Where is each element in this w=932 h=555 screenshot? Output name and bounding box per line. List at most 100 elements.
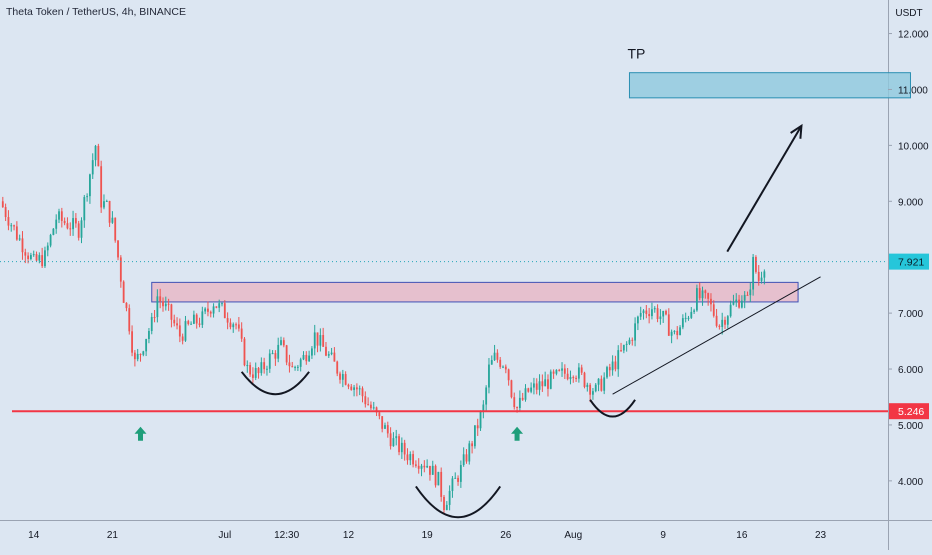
candle-body [218, 303, 221, 308]
candle-body [181, 336, 184, 341]
candle-body [533, 383, 535, 388]
pattern-arc[interactable] [415, 485, 502, 519]
y-tick-label: 10.000 [898, 141, 929, 152]
candle-body [403, 442, 406, 455]
candle-body [209, 311, 212, 314]
x-tick-label: Aug [564, 530, 582, 541]
candle-body [712, 304, 715, 316]
candle-body [510, 380, 513, 398]
candle-body [311, 348, 313, 356]
pattern-arc[interactable] [240, 371, 310, 396]
y-tick-label: 12.000 [898, 30, 929, 41]
candle-body [133, 352, 136, 360]
candle-body [119, 257, 122, 282]
candle-body [170, 304, 173, 320]
candle-body [611, 361, 614, 371]
current-price-badge[interactable] [889, 253, 929, 270]
candle-body [100, 166, 103, 208]
candle-body [322, 335, 325, 347]
candle-body [223, 303, 226, 319]
candle-body [670, 331, 673, 336]
x-tick-label: 21 [107, 530, 119, 541]
candle-body [544, 379, 547, 387]
candle-body [108, 200, 111, 223]
target-arrow-shaft[interactable] [726, 125, 803, 253]
candle-body [681, 318, 684, 328]
candle-body [454, 477, 457, 479]
candle-body [77, 223, 80, 238]
candle-body [271, 353, 274, 355]
candle-body [302, 354, 305, 360]
resistance-zone[interactable] [151, 281, 799, 303]
candle-body [673, 330, 676, 332]
y-tick-label: 4.000 [898, 477, 923, 488]
candle-body [336, 361, 339, 374]
candle-body [296, 366, 299, 368]
candle-body [330, 352, 333, 355]
candle-body [538, 381, 541, 390]
candle-body [488, 364, 490, 388]
candle-body [7, 217, 10, 226]
candle-body [339, 373, 341, 380]
candle-body [294, 366, 296, 368]
candle-body [516, 407, 518, 409]
candle-body [207, 308, 209, 312]
candle-body [566, 373, 569, 380]
candle-body [735, 299, 738, 303]
candle-body [288, 362, 291, 367]
candle-body [327, 354, 330, 356]
candle-body [395, 436, 398, 439]
candle-body [639, 313, 642, 317]
candle-body [600, 378, 603, 391]
candle-body [66, 223, 69, 229]
candle-body [164, 303, 167, 307]
x-tick-label: 16 [736, 530, 748, 541]
candle-body [634, 323, 637, 341]
candle-body [628, 339, 631, 344]
candle-body [676, 330, 679, 336]
candle-body [162, 301, 164, 307]
candle-body [760, 277, 763, 281]
candle-body [592, 391, 594, 395]
candle-body [4, 207, 7, 218]
candle-body [482, 404, 485, 412]
candle-body [690, 311, 693, 318]
candle-body [721, 319, 724, 327]
candle-body [184, 321, 187, 341]
candle-body [434, 465, 437, 486]
candle-body [392, 438, 395, 447]
take-profit-zone[interactable] [628, 72, 911, 99]
candle-body [246, 365, 249, 367]
up-arrow-icon [134, 426, 147, 441]
candle-body [58, 211, 60, 220]
candle-body [651, 309, 653, 317]
candle-body [60, 211, 63, 221]
candle-body [372, 407, 375, 409]
candle-body [414, 464, 417, 466]
candle-body [27, 255, 30, 260]
candle-body [656, 308, 659, 319]
candle-body [749, 289, 752, 296]
y-tick-label: 5.000 [898, 421, 923, 432]
support-price-badge[interactable] [889, 403, 929, 420]
candle-body [15, 226, 18, 240]
candle-body [195, 314, 198, 324]
candle-body [653, 308, 656, 310]
ascending-trendline[interactable] [612, 276, 821, 395]
candle-body [648, 314, 651, 317]
candle-body [451, 478, 454, 491]
candle-body [504, 366, 507, 370]
candle-body [74, 218, 77, 224]
pattern-arc[interactable] [589, 399, 636, 418]
candle-body [563, 368, 566, 374]
candle-body [608, 367, 611, 371]
x-tick-label: 19 [422, 530, 434, 541]
candle-body [325, 346, 327, 356]
candle-body [406, 454, 409, 461]
candle-body [350, 386, 353, 390]
candle-body [38, 255, 41, 261]
candle-body [111, 217, 114, 223]
candle-body [173, 319, 176, 324]
